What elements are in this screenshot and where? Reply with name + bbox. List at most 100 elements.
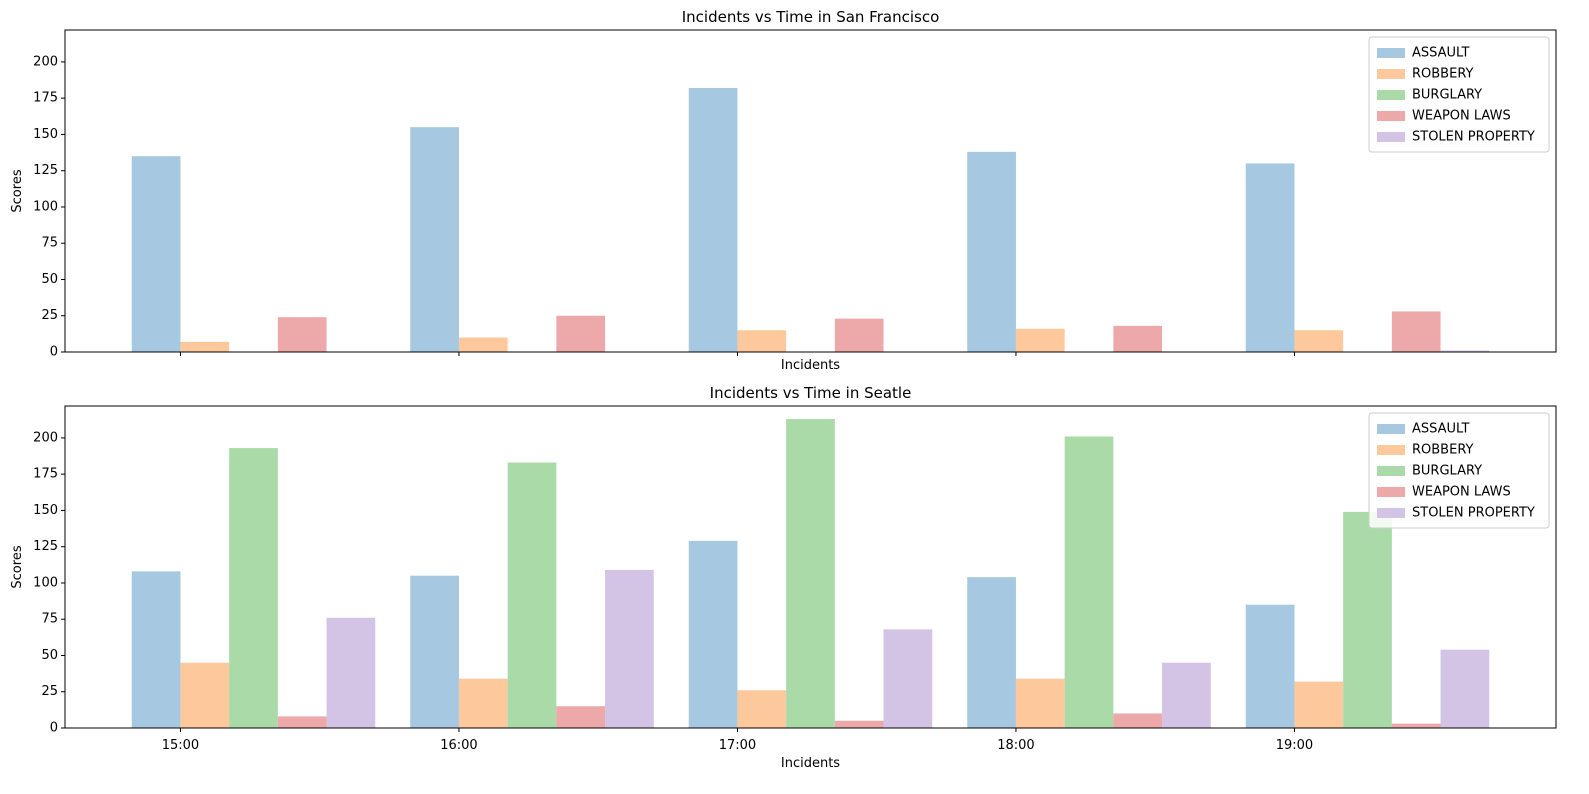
y-tick-label: 200 [33, 430, 58, 445]
subplot-1: 0 25 50 75 100 125 150 175 200 Incidents vs Time … [10, 8, 1557, 373]
bar-assault-1600 [410, 575, 459, 728]
bar-stolen-property-1500 [326, 617, 376, 728]
y-tick-label: 150 [33, 127, 58, 142]
legend-box [1368, 36, 1550, 153]
x-axis-label: Incidents [781, 756, 840, 771]
x-tick-label: 18:00 [997, 738, 1034, 753]
legend: ASSAULT ROBBERY BURGLARY WEAPON LAWS STOLEN … [1368, 412, 1550, 529]
x-tick-label: 17:00 [719, 738, 756, 753]
bar-stolen-property-1700 [883, 629, 933, 728]
bar-robbery-1500 [180, 662, 230, 728]
bar-burglary-1900 [1343, 511, 1392, 728]
bar-assault-1700 [688, 88, 738, 353]
y-tick-label: 125 [33, 539, 58, 554]
bar-assault-1500 [131, 571, 181, 728]
legend-label: STOLEN PROPERTY [1412, 130, 1535, 145]
legend-swatch [1377, 424, 1405, 434]
bar-weapon-laws-1900 [1391, 723, 1441, 728]
y-tick-label: 0 [50, 345, 58, 360]
y-tick-label: 25 [41, 308, 58, 323]
bar-burglary-1500 [229, 448, 278, 728]
bar-weapon-laws-1600 [556, 315, 606, 352]
x-tick-label: 16:00 [440, 738, 477, 753]
bar-stolen-property-1900 [1440, 350, 1490, 352]
plot-frame [64, 405, 1557, 729]
y-tick-label: 50 [41, 648, 58, 663]
y-axis-label: Scores [10, 169, 25, 212]
bar-weapon-laws-1500 [277, 317, 327, 352]
legend-label: ASSAULT [1412, 422, 1469, 437]
bar-robbery-1700 [737, 330, 787, 352]
bar-robbery-1500 [180, 341, 230, 352]
legend-label: WEAPON LAWS [1412, 109, 1511, 124]
y-tick-label: 50 [41, 272, 58, 287]
legend-label: BURGLARY [1412, 88, 1482, 103]
bar-assault-1800 [967, 151, 1016, 352]
legend: ASSAULT ROBBERY BURGLARY WEAPON LAWS STOLEN … [1368, 36, 1550, 153]
bar-assault-1900 [1245, 163, 1295, 352]
y-tick-label: 0 [50, 721, 58, 736]
y-tick-label: 100 [33, 575, 58, 590]
subplot-2: 0 25 50 75 100 125 150 175 200 15:00 16:00 17:00 18:… [10, 384, 1557, 771]
legend-label: ROBBERY [1412, 443, 1474, 458]
bar-assault-1500 [131, 156, 181, 352]
bar-weapon-laws-1800 [1113, 325, 1163, 352]
legend-box [1368, 412, 1550, 529]
bar-assault-1600 [410, 127, 459, 353]
bar-weapon-laws-1700 [834, 318, 884, 352]
y-tick-label: 75 [41, 612, 58, 627]
legend-swatch [1377, 487, 1405, 497]
legend-swatch [1377, 90, 1405, 100]
legend-swatch [1377, 69, 1405, 79]
bar-robbery-1800 [1015, 328, 1065, 352]
chart-title: Incidents vs Time in San Francisco [682, 8, 940, 26]
x-axis-label: Incidents [781, 358, 840, 373]
bar-stolen-property-1600 [605, 569, 654, 728]
y-tick-label: 25 [41, 684, 58, 699]
bar-weapon-laws-1600 [556, 706, 606, 728]
bar-robbery-1600 [458, 337, 508, 352]
bar-robbery-1900 [1294, 330, 1344, 352]
y-tick-label: 175 [33, 467, 58, 482]
bar-stolen-property-1800 [1162, 662, 1211, 728]
bar-assault-1800 [967, 577, 1016, 728]
y-tick-label: 75 [41, 236, 58, 251]
legend-label: ROBBERY [1412, 67, 1474, 82]
y-tick-label: 100 [33, 199, 58, 214]
y-axis-label: Scores [10, 545, 25, 588]
y-tick-label: 125 [33, 163, 58, 178]
bar-burglary-1700 [786, 419, 835, 728]
legend-swatch [1377, 111, 1405, 121]
legend-label: ASSAULT [1412, 46, 1469, 61]
legend-label: BURGLARY [1412, 464, 1482, 479]
legend-label: WEAPON LAWS [1412, 485, 1511, 500]
legend-swatch [1377, 466, 1405, 476]
x-tick-label: 19:00 [1276, 738, 1313, 753]
bar-robbery-1800 [1015, 678, 1065, 728]
legend-label: STOLEN PROPERTY [1412, 506, 1535, 521]
bar-stolen-property-1900 [1440, 649, 1490, 728]
y-tick-label: 150 [33, 503, 58, 518]
bar-weapon-laws-1800 [1113, 713, 1163, 728]
legend-swatch [1377, 48, 1405, 58]
legend-swatch [1377, 132, 1405, 142]
bar-assault-1900 [1245, 604, 1295, 728]
bar-weapon-laws-1700 [834, 720, 884, 728]
bar-robbery-1600 [458, 678, 508, 728]
bar-weapon-laws-1500 [277, 716, 327, 728]
legend-swatch [1377, 445, 1405, 455]
legend-swatch [1377, 508, 1405, 518]
bar-weapon-laws-1900 [1391, 311, 1441, 352]
y-tick-label: 200 [33, 54, 58, 69]
bar-burglary-1800 [1064, 436, 1114, 728]
bar-robbery-1700 [737, 690, 787, 728]
bar-robbery-1900 [1294, 681, 1344, 728]
y-tick-label: 175 [33, 91, 58, 106]
x-tick-label: 15:00 [162, 738, 199, 753]
plot-frame [64, 29, 1557, 353]
bar-assault-1700 [688, 540, 738, 728]
chart-title: Incidents vs Time in Seatle [710, 384, 912, 402]
bar-burglary-1600 [507, 462, 557, 728]
